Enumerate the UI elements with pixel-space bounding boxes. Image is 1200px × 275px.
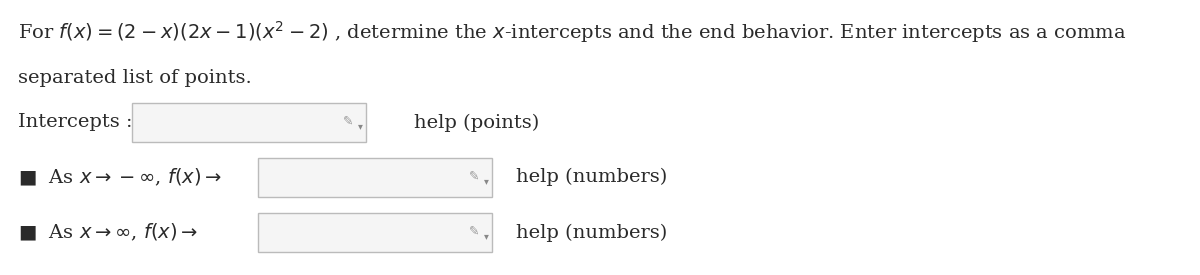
Text: ✎: ✎ [469, 224, 479, 238]
Text: help (numbers): help (numbers) [516, 223, 667, 241]
Text: ✎: ✎ [469, 169, 479, 183]
Text: separated list of points.: separated list of points. [18, 69, 252, 87]
Text: $\blacksquare$  As $x \to -\infty$, $f(x) \to$: $\blacksquare$ As $x \to -\infty$, $f(x)… [18, 167, 222, 188]
Text: ▾: ▾ [358, 122, 362, 131]
Text: ▾: ▾ [484, 232, 488, 241]
Text: For $f(x) = (2 - x)(2x - 1)(x^2 - 2)$ , determine the $x$-intercepts and the end: For $f(x) = (2 - x)(2x - 1)(x^2 - 2)$ , … [18, 19, 1127, 45]
FancyBboxPatch shape [258, 158, 492, 197]
FancyBboxPatch shape [132, 103, 366, 142]
FancyBboxPatch shape [258, 213, 492, 252]
Text: Intercepts :: Intercepts : [18, 113, 132, 131]
Text: help (numbers): help (numbers) [516, 168, 667, 186]
Text: ✎: ✎ [343, 114, 353, 128]
Text: $\blacksquare$  As $x \to \infty$, $f(x) \to$: $\blacksquare$ As $x \to \infty$, $f(x) … [18, 222, 198, 243]
Text: ▾: ▾ [484, 177, 488, 186]
Text: help (points): help (points) [414, 113, 539, 131]
